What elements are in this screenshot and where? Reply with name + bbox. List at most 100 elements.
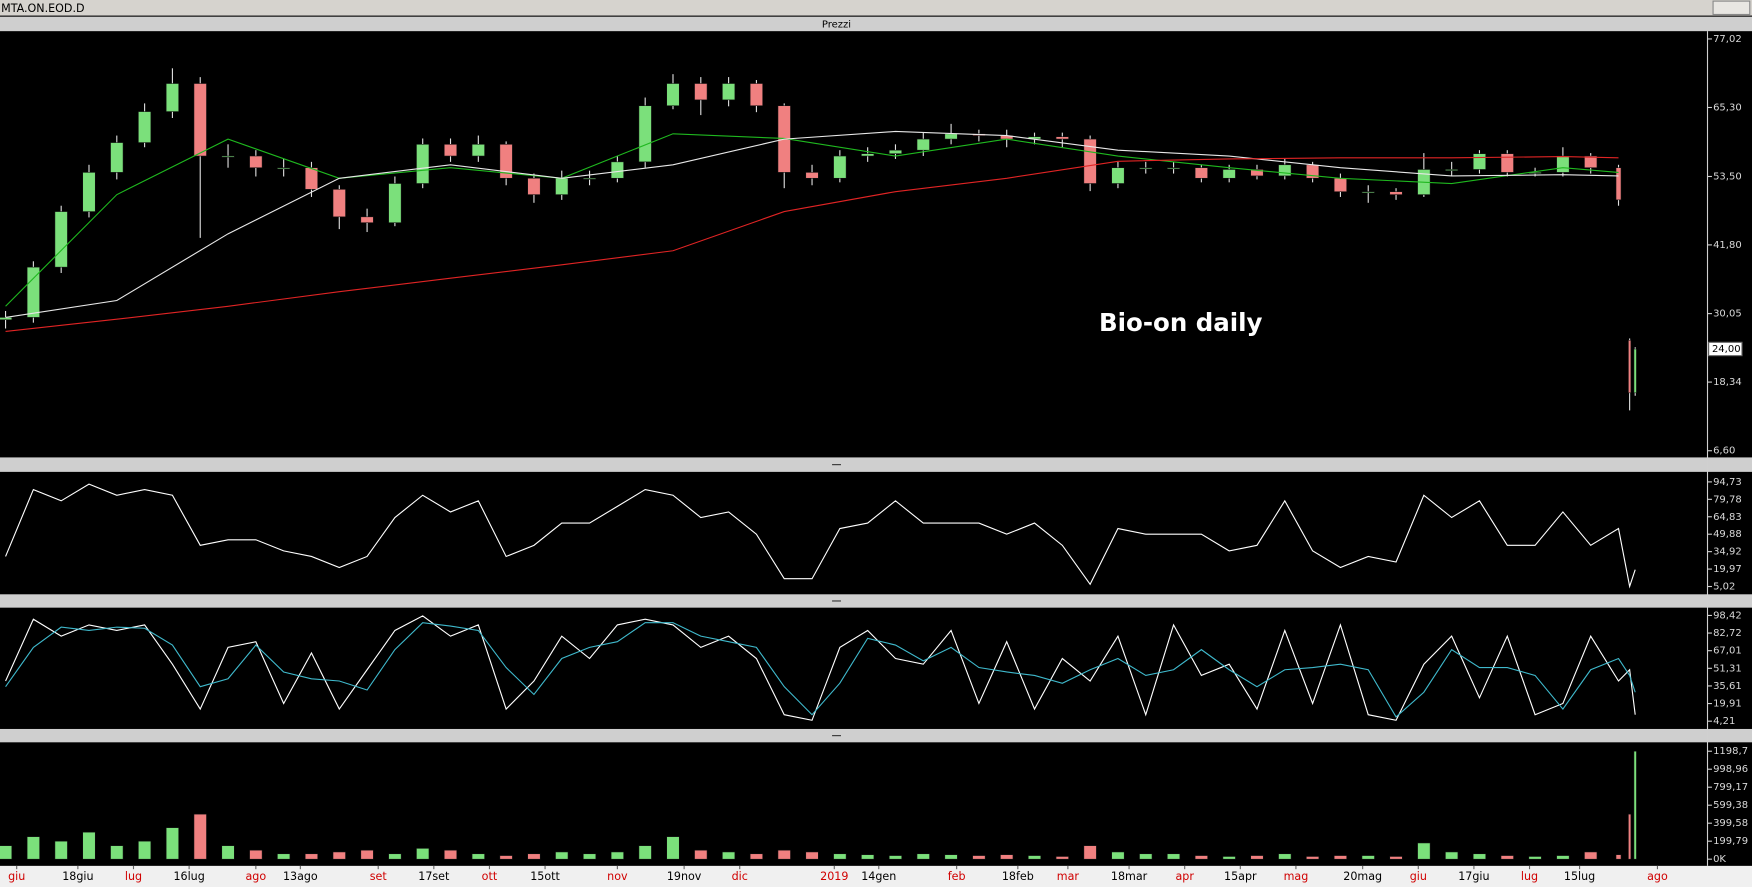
volume-bar (749, 853, 763, 860)
volume-bar (888, 855, 903, 860)
x-tick-label: 20mag (1343, 870, 1382, 883)
volume-bar (861, 854, 875, 860)
y-tick-label: 4,21 (1713, 716, 1735, 727)
volume-bar (666, 836, 680, 860)
candle-body (527, 177, 541, 195)
x-tick-label: 2019 (820, 870, 848, 883)
y-tick-label: 34,92 (1713, 547, 1742, 558)
candle-body (1139, 167, 1153, 170)
y-tick-label: 19,91 (1713, 699, 1742, 710)
volume-bar (249, 849, 263, 860)
x-tick-label: 17giu (1458, 870, 1489, 883)
x-tick-label: mar (1057, 870, 1080, 883)
candle-body (722, 83, 736, 101)
candle-body (888, 149, 903, 154)
volume-bar (777, 849, 791, 860)
y-tick-label: 82,72 (1713, 628, 1742, 639)
x-tick-label: lug (1521, 870, 1538, 883)
volume-bar (1139, 853, 1153, 860)
volume-bar (972, 855, 986, 860)
volume-bar (1278, 853, 1292, 860)
x-tick-label: 18mar (1111, 870, 1148, 883)
y-tick-label: 41,80 (1713, 240, 1742, 251)
y-tick-label: 199,79 (1713, 836, 1748, 847)
y-tick-label: 67,01 (1713, 646, 1742, 657)
x-tick-label: ott (482, 870, 498, 883)
volume-bar (1389, 856, 1403, 860)
volume-bar (1000, 854, 1014, 860)
volume-bar (1445, 851, 1459, 860)
volume-bar (138, 840, 152, 860)
y-tick-label: 19,97 (1713, 564, 1742, 575)
candle-body (388, 183, 402, 223)
volume-bar (944, 854, 958, 860)
candle-body (1167, 167, 1181, 170)
y-tick-label: 35,61 (1713, 681, 1742, 692)
x-tick-label: lug (125, 870, 142, 883)
x-tick-label: ago (1647, 870, 1668, 883)
volume-bar (304, 853, 319, 860)
x-tick-label: 17set (418, 870, 450, 883)
candle-body (833, 155, 847, 179)
volume-bar (1361, 855, 1375, 860)
x-tick-label: 16lug (173, 870, 204, 883)
volume-bar (26, 836, 40, 860)
panel-separator[interactable] (0, 728, 1752, 743)
candle-body (1083, 138, 1097, 184)
volume-bar (1306, 856, 1320, 860)
candle-body (638, 105, 652, 163)
x-tick-label: 19nov (667, 870, 702, 883)
y-tick-label: 30,05 (1713, 309, 1742, 320)
volume-bar (1528, 856, 1542, 860)
volume-bar (471, 853, 485, 860)
volume-bar (527, 853, 541, 860)
volume-bar (443, 849, 458, 860)
volume-bar (1500, 855, 1514, 860)
volume-bar (833, 853, 847, 860)
candle-body (1361, 191, 1375, 194)
x-tick-label: 15apr (1224, 870, 1257, 883)
volume-bar (805, 851, 819, 860)
volume-bar (54, 840, 68, 860)
volume-bar (583, 853, 597, 860)
window-buttons[interactable] (1712, 0, 1751, 16)
volume-bar (165, 827, 179, 860)
volume-bar (0, 845, 13, 860)
y-tick-label: 64,83 (1713, 512, 1742, 523)
x-tick-label: feb (948, 870, 966, 883)
x-tick-label: set (370, 870, 388, 883)
x-tick-label: ago (246, 870, 267, 883)
candle-body (416, 144, 430, 184)
candle-body (1615, 167, 1622, 201)
volume-bar (1628, 813, 1632, 860)
candle-body (749, 83, 763, 107)
candle-body (1194, 167, 1208, 179)
indicator-line (5, 483, 1636, 589)
volume-bar (1194, 855, 1208, 860)
candle-body (304, 167, 319, 190)
candle-body (1055, 136, 1069, 140)
candle-body (666, 83, 680, 107)
x-tick-label: 13ago (283, 870, 318, 883)
candle-body (555, 177, 569, 195)
candle-body (249, 155, 263, 168)
panel-separator[interactable] (0, 457, 1752, 472)
candle-body (1222, 169, 1236, 179)
volume-bar (1417, 842, 1431, 860)
candle-body (110, 142, 124, 173)
volume-bar (1111, 851, 1125, 860)
volume-bar (1633, 750, 1637, 860)
volume-bar (388, 853, 402, 860)
y-tick-label: 65,30 (1713, 102, 1742, 113)
last-price-box (1708, 341, 1743, 357)
y-tick-label: 399,58 (1713, 818, 1748, 829)
x-tick-label: giu (8, 870, 25, 883)
candle-body (944, 133, 958, 140)
y-tick-label: 998,96 (1713, 764, 1748, 775)
volume-bar (1027, 855, 1042, 860)
volume-bar (499, 855, 513, 860)
y-tick-label: 18,34 (1713, 377, 1742, 388)
panel-separator[interactable] (0, 594, 1752, 608)
candle-body (471, 144, 485, 157)
